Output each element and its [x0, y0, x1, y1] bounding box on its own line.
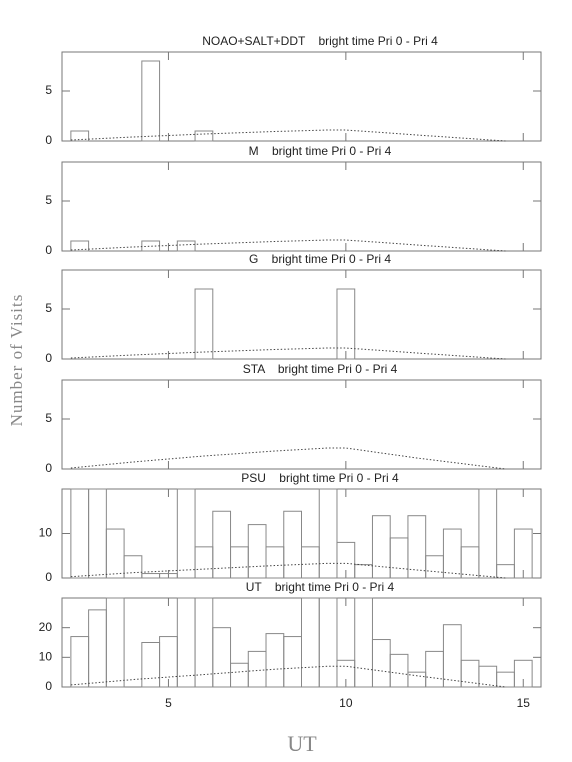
- histogram-bar: [230, 662, 249, 688]
- histogram-bar: [194, 597, 214, 688]
- histogram-bar: [442, 624, 462, 688]
- histogram-bar: [105, 528, 125, 579]
- histogram-bar: [176, 597, 196, 688]
- y-tick-label: 10: [39, 526, 53, 540]
- y-tick-label: 5: [45, 301, 52, 315]
- x-tick-label: 5: [165, 696, 172, 710]
- histogram-bar: [460, 546, 480, 579]
- histogram-bar: [318, 488, 338, 579]
- histogram-bar: [371, 639, 391, 688]
- histogram-bar: [513, 528, 533, 579]
- model-curve: [70, 347, 506, 360]
- plot-frame: [61, 161, 542, 252]
- histogram-bar: [301, 546, 320, 579]
- histogram-bar: [389, 537, 409, 579]
- y-tick-label: 5: [45, 411, 52, 425]
- histogram-bar: [407, 515, 427, 579]
- histogram-bar: [230, 546, 249, 579]
- panel-title: G bright time Pri 0 - Pri 4: [249, 252, 391, 266]
- histogram-bar: [141, 573, 161, 579]
- histogram-bar: [354, 597, 373, 688]
- histogram-bar: [141, 642, 161, 688]
- histogram-bar: [70, 130, 90, 142]
- histogram-bar: [70, 636, 90, 688]
- plot-frame: [61, 379, 542, 470]
- y-tick-label: 0: [45, 351, 52, 365]
- panel-title: UT bright time Pri 0 - Pri 4: [246, 580, 395, 594]
- x-tick-label: 10: [339, 696, 353, 710]
- y-tick-label: 5: [45, 193, 52, 207]
- histogram-bar: [513, 659, 533, 688]
- histogram-bar: [371, 515, 391, 579]
- y-tick-label: 0: [45, 461, 52, 475]
- histogram-bar: [336, 288, 356, 360]
- x-axis-label: UT: [287, 731, 317, 756]
- y-tick-label: 0: [45, 133, 52, 147]
- histogram-bar: [318, 597, 338, 688]
- plot-frame: [61, 51, 542, 142]
- histogram-bar: [265, 546, 285, 579]
- histogram-bar: [496, 564, 515, 579]
- model-curve: [70, 447, 506, 470]
- histogram-bar: [194, 546, 214, 579]
- histogram-bar: [425, 555, 444, 579]
- histogram-bar: [425, 650, 444, 688]
- panel-title: PSU bright time Pri 0 - Pri 4: [241, 471, 399, 485]
- panel-title: M bright time Pri 0 - Pri 4: [249, 144, 392, 158]
- x-tick-label: 15: [517, 696, 531, 710]
- model-curve: [70, 665, 506, 688]
- histogram-bar: [105, 597, 125, 688]
- histogram-bar: [141, 60, 161, 142]
- model-curve: [70, 562, 506, 579]
- histogram-bar: [70, 240, 90, 252]
- y-tick-label: 10: [39, 650, 53, 664]
- histogram-bar: [478, 488, 498, 579]
- histogram-bar: [212, 627, 232, 688]
- panel-title: NOAO+SALT+DDT bright time Pri 0 - Pri 4: [202, 34, 438, 48]
- histogram-bar: [176, 488, 196, 579]
- histogram-bar: [442, 528, 462, 579]
- histogram-bar: [247, 524, 267, 579]
- y-tick-label: 0: [45, 570, 52, 584]
- histogram-bar: [283, 636, 302, 688]
- histogram-bar: [354, 564, 373, 579]
- histogram-bar: [265, 633, 285, 688]
- histogram-bar: [496, 671, 515, 688]
- histogram-bar: [194, 130, 214, 142]
- histogram-bar: [247, 650, 267, 688]
- histogram-bar: [194, 288, 214, 360]
- histogram-bar: [301, 597, 320, 688]
- histogram-bar: [212, 510, 232, 579]
- y-tick-label: 0: [45, 243, 52, 257]
- y-axis-label: Number of Visits: [7, 294, 26, 427]
- histogram-bar: [88, 609, 107, 688]
- y-tick-label: 20: [39, 620, 53, 634]
- histogram-bar: [389, 653, 409, 688]
- histogram-bar: [478, 665, 498, 688]
- histogram-bar: [336, 541, 356, 579]
- histogram-bar: [123, 555, 143, 579]
- histogram-bar: [141, 240, 161, 252]
- histogram-bar: [88, 488, 107, 579]
- histogram-bar: [283, 510, 302, 579]
- model-curve: [70, 239, 506, 252]
- panel-title: STA bright time Pri 0 - Pri 4: [243, 362, 398, 376]
- y-tick-label: 0: [45, 679, 52, 693]
- model-curve: [70, 129, 506, 142]
- histogram-bar: [176, 240, 196, 252]
- y-tick-label: 5: [45, 83, 52, 97]
- histogram-bar: [70, 488, 90, 579]
- plot-frame: [61, 269, 542, 360]
